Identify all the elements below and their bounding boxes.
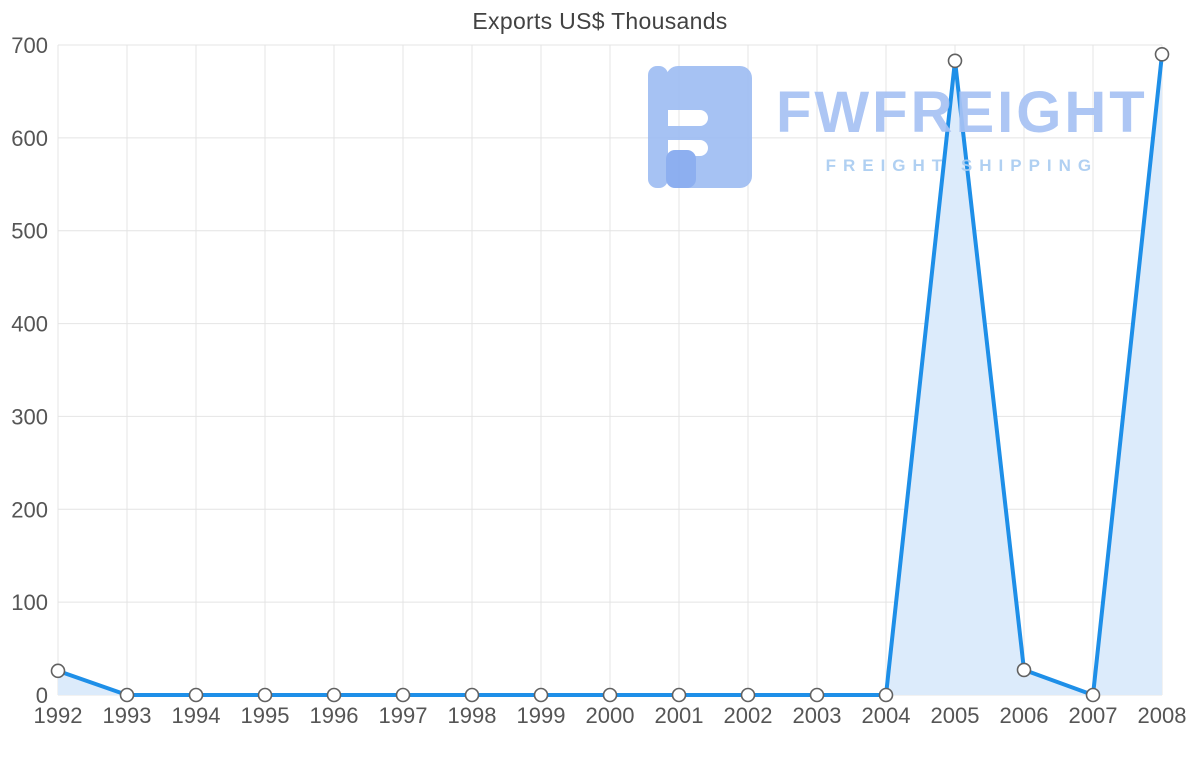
data-point-1997[interactable] [395, 687, 411, 703]
data-point-1996[interactable] [326, 687, 342, 703]
x-axis-tick-label: 1994 [172, 703, 221, 728]
data-point-2006[interactable] [1016, 662, 1032, 678]
data-point-1995[interactable] [257, 687, 273, 703]
x-axis-tick-label: 2006 [1000, 703, 1049, 728]
data-point-1998[interactable] [464, 687, 480, 703]
data-point-1992[interactable] [50, 663, 66, 679]
x-axis-tick-label: 1998 [448, 703, 497, 728]
y-axis-tick-label: 300 [11, 404, 48, 429]
data-point-2008[interactable] [1154, 46, 1170, 62]
x-axis-tick-label: 1992 [34, 703, 83, 728]
y-axis-tick-label: 400 [11, 312, 48, 337]
x-axis-tick-label: 2004 [862, 703, 911, 728]
chart-title: Exports US$ Thousands [472, 8, 728, 34]
data-point-2000[interactable] [602, 687, 618, 703]
x-axis-tick-label: 2002 [724, 703, 773, 728]
y-axis-tick-label: 0 [36, 683, 48, 708]
x-axis-tick-label: 2007 [1069, 703, 1118, 728]
data-point-2003[interactable] [809, 687, 825, 703]
data-point-1999[interactable] [533, 687, 549, 703]
data-point-2007[interactable] [1085, 687, 1101, 703]
data-point-2004[interactable] [878, 687, 894, 703]
y-axis-tick-label: 700 [11, 33, 48, 58]
x-axis-tick-label: 1999 [517, 703, 566, 728]
data-point-2002[interactable] [740, 687, 756, 703]
x-axis-tick-label: 2001 [655, 703, 704, 728]
x-axis-tick-label: 1997 [379, 703, 428, 728]
x-axis-tick-label: 2005 [931, 703, 980, 728]
y-axis-tick-label: 100 [11, 590, 48, 615]
y-axis-tick-label: 500 [11, 219, 48, 244]
x-axis-tick-label: 1996 [310, 703, 359, 728]
x-axis-tick-label: 2008 [1138, 703, 1187, 728]
x-axis-tick-label: 1993 [103, 703, 152, 728]
data-point-2005[interactable] [947, 53, 963, 69]
data-point-1993[interactable] [119, 687, 135, 703]
x-axis-tick-label: 1995 [241, 703, 290, 728]
y-axis-tick-label: 600 [11, 126, 48, 151]
data-point-1994[interactable] [188, 687, 204, 703]
series-area-fill [58, 54, 1162, 696]
data-point-2001[interactable] [671, 687, 687, 703]
x-axis-tick-label: 2003 [793, 703, 842, 728]
x-axis-tick-label: 2000 [586, 703, 635, 728]
y-axis-tick-label: 200 [11, 497, 48, 522]
